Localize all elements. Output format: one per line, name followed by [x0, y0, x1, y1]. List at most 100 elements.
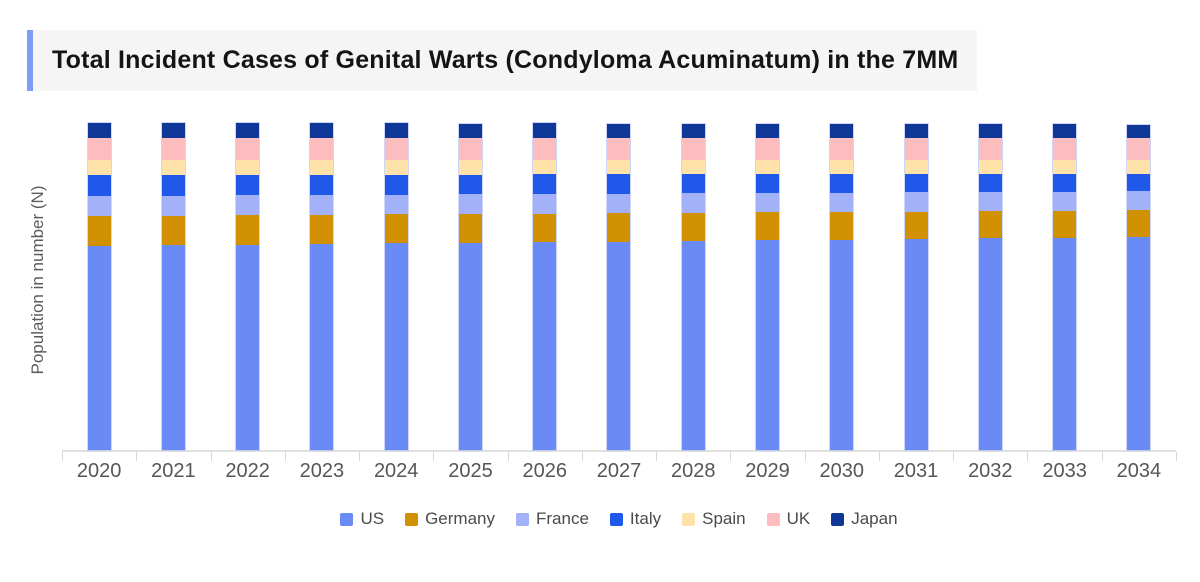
axis-tick [62, 452, 63, 461]
axis-tick [878, 452, 880, 461]
bar-segment-spain-2028 [681, 159, 705, 175]
bar-segment-italy-2033 [1053, 173, 1077, 192]
bar-segment-italy-2030 [830, 174, 854, 193]
legend-item-uk[interactable]: UK [766, 509, 810, 529]
x-axis-label-2029: 2029 [745, 460, 790, 482]
x-axis-label-2024: 2024 [373, 460, 419, 482]
axis-tick [953, 452, 955, 461]
bar-segment-italy-2027 [607, 174, 631, 194]
legend-item-germany[interactable]: Germany [405, 509, 495, 529]
x-axis-label-2031: 2031 [893, 460, 939, 482]
bar-segment-uk-2025 [458, 138, 482, 161]
x-axis-label-2021: 2021 [151, 460, 196, 482]
chart-title-banner: Total Incident Cases of Genital Warts (C… [27, 30, 977, 91]
x-axis-label-2028: 2028 [671, 460, 716, 482]
axis-tick [359, 452, 361, 461]
axis-tick [136, 452, 138, 461]
bar-2026 [533, 123, 557, 450]
axis-tick [581, 452, 583, 461]
x-axis-label-2030: 2030 [819, 460, 865, 482]
x-axis-labels: 2020 2021 2022 2023 2024 2025 2026 2027 2028 2029… [62, 460, 1176, 483]
legend-marker-us [340, 512, 354, 526]
bar-segment-japan-2031 [904, 124, 928, 138]
bar-segment-japan-2026 [533, 123, 557, 138]
legend-marker-uk [766, 512, 780, 526]
bar-segment-spain-2027 [607, 159, 631, 175]
bar-segment-italy-2024 [384, 174, 408, 195]
bar-segment-japan-2032 [978, 124, 1002, 138]
legend-item-italy[interactable]: Italy [609, 509, 662, 529]
title-strip: Total Incident Cases of Genital Warts (C… [33, 30, 977, 91]
x-axis-label-2026: 2026 [522, 460, 567, 482]
bar-segment-spain-2020 [87, 160, 111, 175]
bar-segment-france-2031 [904, 192, 928, 212]
bar-segment-germany-2025 [458, 214, 482, 243]
bar-segment-us-2029 [756, 240, 780, 450]
bar-segment-italy-2020 [87, 175, 111, 196]
axis-tick [804, 452, 806, 461]
bar-2025 [458, 123, 482, 450]
legend-item-spain[interactable]: Spain [682, 509, 746, 529]
bar-segment-france-2028 [681, 193, 705, 213]
bar-segment-italy-2032 [978, 173, 1002, 193]
bar-2021 [161, 122, 185, 450]
axis-tick [284, 452, 286, 461]
bar-segment-france-2033 [1053, 191, 1077, 211]
bar-segment-france-2021 [161, 195, 185, 216]
bar-segment-france-2024 [384, 194, 408, 215]
bar-2030 [830, 124, 854, 450]
axis-tick [210, 452, 212, 461]
bar-segment-germany-2022 [236, 215, 260, 245]
bar-segment-uk-2031 [904, 137, 928, 160]
bar-segment-us-2024 [384, 243, 408, 450]
legend-marker-germany [405, 512, 419, 526]
bar-2032 [978, 124, 1002, 450]
bar-segment-spain-2022 [236, 159, 260, 175]
bar-2034 [1127, 124, 1151, 450]
bar-segment-france-2023 [310, 195, 334, 215]
bar-segment-japan-2020 [87, 122, 111, 138]
bar-segment-uk-2028 [681, 137, 705, 160]
axis-tick [1176, 452, 1177, 461]
bar-segment-spain-2029 [756, 159, 780, 175]
x-axis-label-2022: 2022 [225, 460, 270, 482]
legend-label-france: France [536, 509, 589, 528]
x-axis-label-2032: 2032 [968, 460, 1013, 482]
x-axis-label-2033: 2033 [1042, 460, 1087, 482]
x-axis-label-2025: 2025 [448, 460, 493, 482]
axis-tick [1101, 452, 1103, 461]
bar-segment-germany-2020 [87, 216, 111, 246]
bar-segment-us-2031 [904, 238, 928, 450]
axis-tick [433, 452, 435, 461]
bar-segment-italy-2034 [1127, 173, 1151, 192]
legend-item-france[interactable]: France [516, 509, 589, 529]
legend-item-japan[interactable]: Japan [831, 509, 898, 529]
bar-segment-uk-2026 [533, 137, 557, 160]
bar-segment-japan-2028 [681, 123, 705, 138]
legend-label-germany: Germany [425, 509, 495, 528]
x-axis-label-2020: 2020 [76, 460, 122, 482]
legend-label-italy: Italy [629, 509, 662, 528]
bar-segment-germany-2034 [1127, 210, 1151, 237]
bar-segment-spain-2025 [458, 160, 482, 175]
bar-segment-spain-2023 [310, 159, 334, 175]
bar-segment-us-2034 [1127, 237, 1151, 450]
bar-segment-italy-2026 [533, 174, 557, 194]
bar-2027 [607, 123, 631, 450]
x-axis-ticks [62, 452, 1177, 461]
legend-item-us[interactable]: US [340, 509, 384, 529]
bar-segment-italy-2029 [756, 174, 780, 194]
bar-segment-germany-2028 [681, 212, 705, 241]
bar-segment-france-2032 [978, 192, 1002, 212]
bar-segment-france-2027 [607, 193, 631, 214]
bar-segment-us-2022 [236, 244, 260, 450]
x-axis-label-2023: 2023 [299, 460, 345, 482]
bar-segment-france-2029 [756, 193, 780, 213]
bar-segment-us-2030 [830, 239, 854, 450]
bar-segment-uk-2020 [87, 138, 111, 160]
bar-segment-japan-2034 [1127, 124, 1151, 138]
axis-tick [507, 452, 509, 461]
title-accent-bar [27, 30, 33, 91]
bar-2024 [384, 123, 408, 450]
